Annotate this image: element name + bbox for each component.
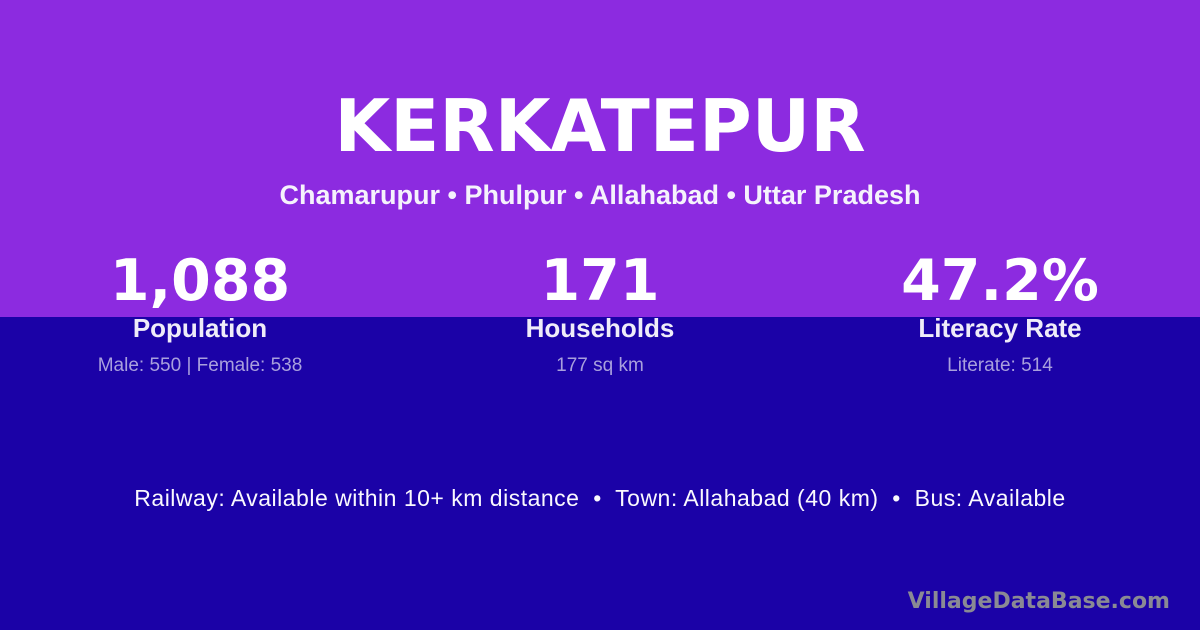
stat-label: Households [525, 313, 675, 343]
stat-households: 171 Households 177 sq km [400, 253, 800, 379]
breadcrumb: Chamarupur • Phulpur • Allahabad • Uttar… [279, 180, 921, 210]
stat-detail: Literate: 514 [947, 355, 1053, 377]
stat-value: 171 [540, 248, 660, 314]
stats-row: 1,088 Population Male: 550 | Female: 538… [0, 253, 1200, 379]
watermark: VillageDataBase.com [907, 589, 1170, 614]
top-purple-section [0, 0, 1200, 317]
stat-label: Literacy Rate [918, 313, 1082, 343]
stat-population: 1,088 Population Male: 550 | Female: 538 [0, 253, 400, 379]
stat-value: 1,088 [109, 248, 291, 314]
village-title: KERKATEPUR [334, 84, 866, 168]
transport-info-line: Railway: Available within 10+ km distanc… [134, 485, 1066, 511]
stat-value: 47.2% [901, 248, 1099, 314]
bottom-blue-section [0, 317, 1200, 630]
stat-literacy: 47.2% Literacy Rate Literate: 514 [800, 253, 1200, 379]
stat-label: Population [132, 313, 268, 343]
stat-detail: Male: 550 | Female: 538 [97, 355, 303, 377]
stat-detail: 177 sq km [556, 355, 644, 377]
